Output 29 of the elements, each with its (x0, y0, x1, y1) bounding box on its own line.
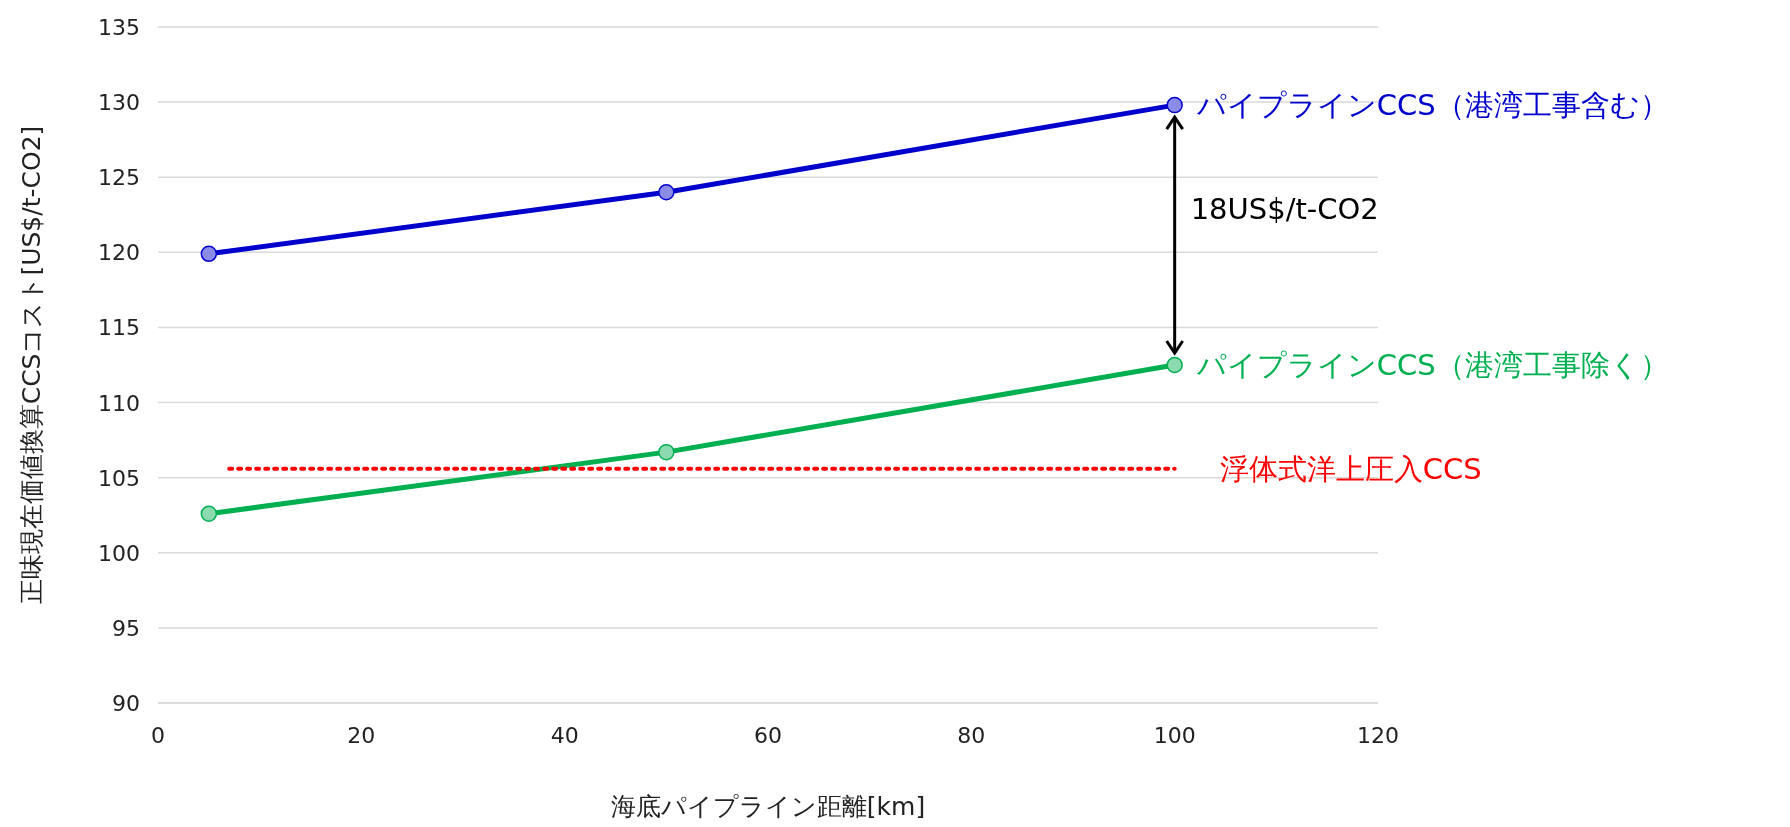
series-label: 浮体式洋上圧入CCS (1219, 451, 1482, 486)
point (658, 443, 675, 461)
annotation: 18US$/t-CO2 (1190, 192, 1379, 227)
point (1166, 96, 1183, 114)
y-tick-label: 110 (98, 390, 140, 416)
y-tick-label: 135 (98, 15, 140, 40)
point (1166, 356, 1183, 374)
series-label: パイプラインCCS（港湾工事含む） (1195, 88, 1669, 123)
y-tick-label: 100 (98, 540, 140, 566)
point (658, 183, 675, 201)
series-label: パイプラインCCS（港湾工事除く） (1195, 348, 1669, 382)
point (200, 245, 218, 263)
point (200, 505, 218, 522)
y-axis-title: 正味現在価値換算CCSコスト[US$/t-CO2] (17, 125, 46, 605)
y-tick-label: 95 (112, 615, 140, 641)
x-tick-label: 0 (151, 723, 165, 748)
y-tick-label: 125 (98, 165, 140, 191)
y-tick-label: 120 (98, 240, 140, 266)
x-tick-label: 100 (1153, 723, 1196, 748)
x-tick-label: 40 (550, 723, 579, 748)
y-tick-label: 90 (112, 691, 140, 716)
x-tick-label: 80 (957, 723, 986, 748)
y-tick-label: 130 (98, 90, 140, 116)
y-tick-label: 105 (98, 465, 140, 491)
x-axis-title: 海底パイプライン距離[km] (610, 792, 926, 821)
y-tick-label: 115 (98, 315, 140, 341)
x-tick-label: 20 (347, 723, 376, 748)
x-tick-label: 60 (754, 723, 782, 748)
x-tick-label: 120 (1357, 723, 1399, 748)
